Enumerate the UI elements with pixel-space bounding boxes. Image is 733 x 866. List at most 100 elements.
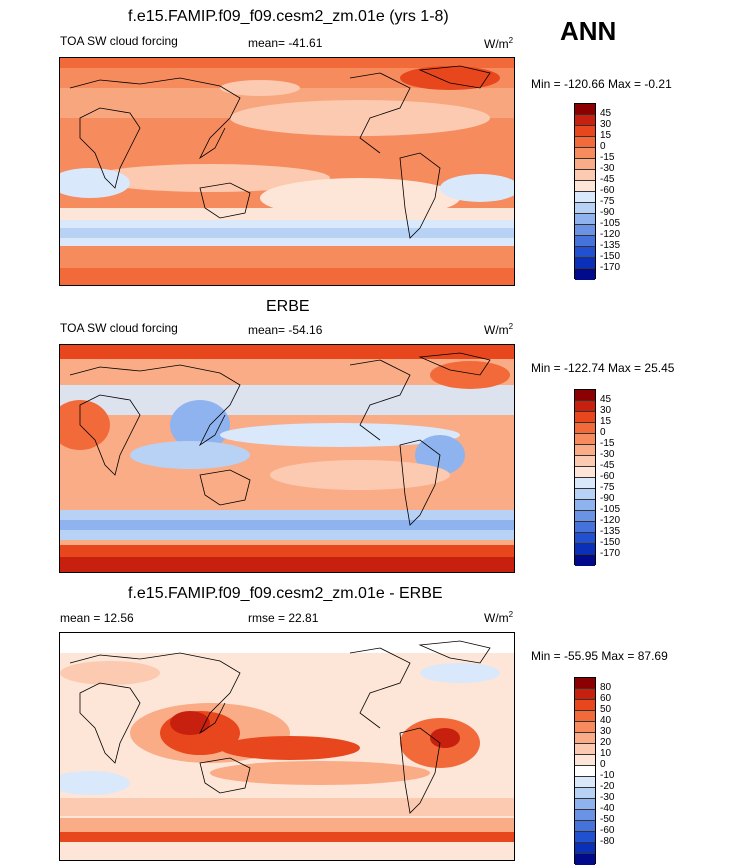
colorbar-tick-label: 40: [600, 715, 612, 726]
colorbar-swatch: [575, 247, 595, 258]
colorbar-swatch: [575, 401, 595, 412]
panel3-minmax: Min = -55.95 Max = 87.69: [531, 649, 668, 663]
panel3-map: [59, 632, 515, 861]
colorbar-tick-label: -60: [600, 185, 615, 196]
panel3-colorbar-swatches: [574, 677, 596, 865]
colorbar-tick-label: -15: [600, 438, 615, 449]
colorbar-swatch: [575, 500, 595, 511]
colorbar-tick-label: -20: [600, 781, 615, 792]
colorbar-tick-label: 80: [600, 682, 612, 693]
colorbar-swatch: [575, 700, 595, 711]
colorbar-swatch: [575, 810, 595, 821]
colorbar-tick-label: -170: [600, 262, 621, 273]
panel2-minmax: Min = -122.74 Max = 25.45: [531, 361, 675, 375]
colorbar-swatch: [575, 678, 595, 689]
colorbar-swatch: [575, 192, 595, 203]
colorbar-swatch: [575, 711, 595, 722]
panel2-map: [59, 344, 515, 573]
panel1-variable-label: TOA SW cloud forcing: [60, 34, 178, 48]
colorbar-swatch: [575, 181, 595, 192]
colorbar-swatch: [575, 555, 595, 566]
colorbar-tick-label: -105: [600, 504, 621, 515]
colorbar-tick-label: 0: [600, 141, 606, 152]
colorbar-swatch: [575, 544, 595, 555]
panel2-variable-label: TOA SW cloud forcing: [60, 321, 178, 335]
colorbar-swatch: [575, 159, 595, 170]
colorbar-tick-label: 30: [600, 726, 612, 737]
colorbar-swatch: [575, 126, 595, 137]
panel3-map-field: [60, 633, 514, 860]
colorbar-swatch: [575, 390, 595, 401]
colorbar-tick-label: -80: [600, 836, 615, 847]
panel1-units: W/m2: [484, 36, 514, 51]
panel2-title: ERBE: [266, 298, 310, 315]
colorbar-swatch: [575, 269, 595, 280]
panel1-colorbar-swatches: [574, 103, 596, 280]
colorbar-swatch: [575, 755, 595, 766]
colorbar-tick-label: 10: [600, 748, 612, 759]
colorbar-tick-label: 0: [600, 427, 606, 438]
colorbar-swatch: [575, 689, 595, 700]
colorbar-swatch: [575, 467, 595, 478]
colorbar-tick-label: -90: [600, 493, 615, 504]
colorbar-swatch: [575, 511, 595, 522]
colorbar-swatch: [575, 489, 595, 500]
panel2-map-field: [60, 345, 514, 572]
panel1-mean-label: mean= -41.61: [248, 36, 323, 50]
colorbar-swatch: [575, 445, 595, 456]
colorbar-tick-label: -75: [600, 196, 615, 207]
colorbar-tick-label: -30: [600, 449, 615, 460]
colorbar-swatch: [575, 799, 595, 810]
colorbar-tick-label: 15: [600, 130, 612, 141]
colorbar-tick-label: -105: [600, 218, 621, 229]
colorbar-swatch: [575, 533, 595, 544]
colorbar-tick-label: -10: [600, 770, 615, 781]
colorbar-tick-label: -45: [600, 460, 615, 471]
colorbar-tick-label: -15: [600, 152, 615, 163]
colorbar-swatch: [575, 214, 595, 225]
colorbar-swatch: [575, 854, 595, 865]
colorbar-swatch: [575, 170, 595, 181]
colorbar-tick-label: -120: [600, 229, 621, 240]
colorbar-swatch: [575, 434, 595, 445]
colorbar-tick-label: 0: [600, 759, 606, 770]
colorbar-tick-label: -150: [600, 537, 621, 548]
colorbar-tick-label: -50: [600, 814, 615, 825]
colorbar-swatch: [575, 766, 595, 777]
colorbar-swatch: [575, 722, 595, 733]
colorbar-swatch: [575, 832, 595, 843]
panel1-minmax: Min = -120.66 Max = -0.21: [531, 77, 672, 91]
panel1-map-field: [60, 58, 514, 285]
colorbar-tick-label: -60: [600, 825, 615, 836]
colorbar-tick-label: -135: [600, 526, 621, 537]
colorbar-swatch: [575, 412, 595, 423]
colorbar-swatch: [575, 777, 595, 788]
colorbar-swatch: [575, 843, 595, 854]
colorbar-tick-label: 45: [600, 394, 612, 405]
colorbar-swatch: [575, 456, 595, 467]
colorbar-tick-label: 30: [600, 119, 612, 130]
colorbar-tick-label: 30: [600, 405, 612, 416]
colorbar-swatch: [575, 522, 595, 533]
colorbar-tick-label: -150: [600, 251, 621, 262]
panel2-mean-label: mean= -54.16: [248, 323, 323, 337]
colorbar-tick-label: 20: [600, 737, 612, 748]
panel2-colorbar-swatches: [574, 389, 596, 566]
colorbar-swatch: [575, 104, 595, 115]
colorbar-swatch: [575, 821, 595, 832]
colorbar-tick-label: 50: [600, 704, 612, 715]
colorbar-tick-label: -30: [600, 163, 615, 174]
panel2-units: W/m2: [484, 322, 514, 337]
colorbar-tick-label: -45: [600, 174, 615, 185]
colorbar-swatch: [575, 423, 595, 434]
colorbar-tick-label: 60: [600, 693, 612, 704]
colorbar-tick-label: -170: [600, 548, 621, 559]
panel3-rmse-label: rmse = 22.81: [248, 611, 319, 625]
panel1-title: f.e15.FAMIP.f09_f09.cesm2_zm.01e (yrs 1-…: [128, 8, 449, 25]
colorbar-swatch: [575, 137, 595, 148]
colorbar-tick-label: -135: [600, 240, 621, 251]
colorbar-tick-label: -60: [600, 471, 615, 482]
season-label: ANN: [560, 16, 617, 46]
colorbar-tick-label: -90: [600, 207, 615, 218]
colorbar-swatch: [575, 788, 595, 799]
